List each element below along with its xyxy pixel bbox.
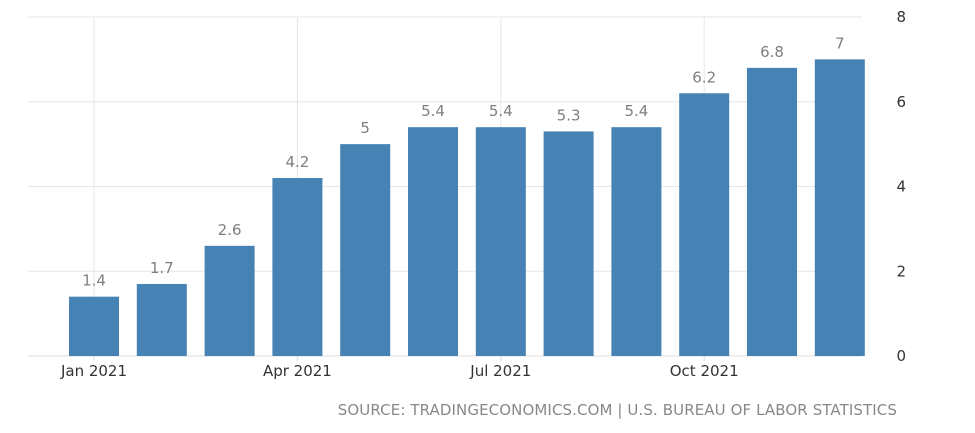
data-label: 7 [835,34,845,52]
bar [204,245,255,356]
bar [69,296,119,356]
bar [340,144,391,356]
bar [543,131,594,356]
data-label: 6.8 [760,43,784,61]
data-label: 2.6 [218,221,242,239]
data-label: 1.4 [82,272,106,290]
x-tick-label: Jul 2021 [469,362,531,380]
bar [747,67,797,356]
data-label: 6.2 [692,68,716,86]
y-tick-label: 4 [896,178,906,196]
x-tick-label: Jan 2021 [60,362,127,380]
bar [272,178,323,356]
data-label: 5.4 [421,102,445,120]
source-note: SOURCE: TRADINGECONOMICS.COM | U.S. BURE… [337,401,897,419]
bar-series [69,59,865,357]
bar [814,59,865,356]
x-axis: Jan 2021 Apr 2021 Jul 2021 Oct 2021 [60,356,739,380]
bar [408,127,458,356]
x-tick-label: Apr 2021 [263,362,332,380]
data-label: 5.4 [489,102,513,120]
y-tick-label: 0 [896,347,906,365]
data-labels: 1.4 1.7 2.6 4.2 5 5.4 5.4 5.3 5.4 6.2 6.8 7 [82,34,845,289]
y-axis: 0 2 4 6 8 [896,8,906,365]
data-label: 4.2 [285,153,309,171]
bar [611,127,662,356]
bar [475,127,526,356]
data-label: 5.4 [624,102,648,120]
data-label: 5.3 [557,106,581,124]
x-tick-label: Oct 2021 [670,362,739,380]
y-tick-label: 6 [896,93,906,111]
data-label: 5 [360,119,370,137]
bar [136,283,187,356]
data-label: 1.7 [150,259,174,277]
bar [679,93,730,357]
y-tick-label: 8 [896,8,906,26]
y-tick-label: 2 [896,262,906,280]
